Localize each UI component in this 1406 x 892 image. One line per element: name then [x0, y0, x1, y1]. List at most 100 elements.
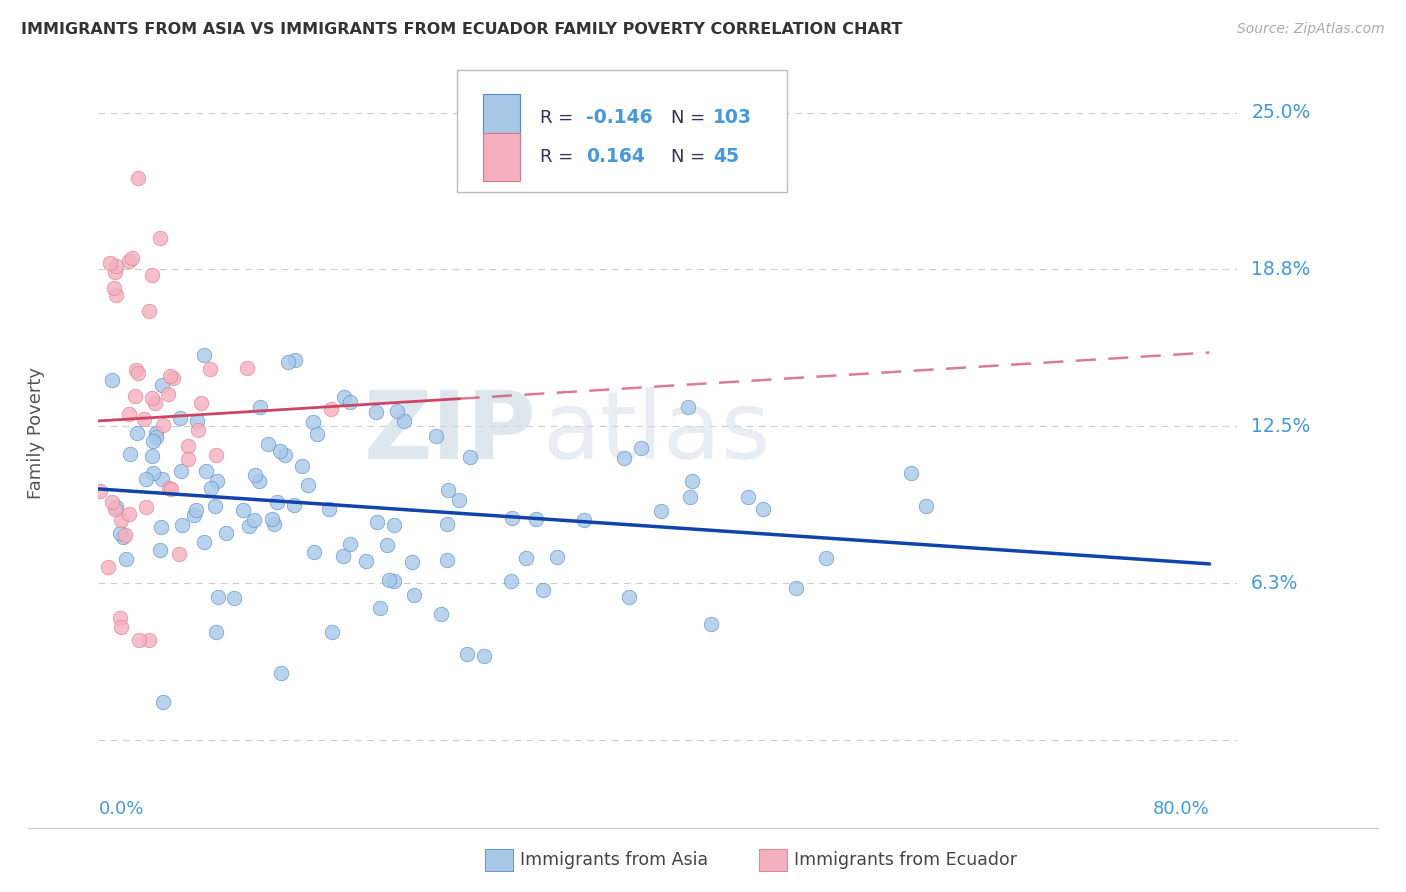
Point [142, 434, 165, 448]
Text: 0.164: 0.164 [586, 147, 645, 166]
Point [125, 363, 148, 377]
Point [458, 450, 481, 464]
Point [177, 440, 200, 454]
Point [187, 424, 209, 438]
Point [242, 513, 264, 527]
Text: -0.146: -0.146 [586, 108, 652, 127]
Point [752, 501, 775, 516]
Point [262, 512, 284, 526]
Point [141, 268, 163, 282]
Point [145, 430, 167, 444]
Point [205, 474, 228, 488]
Point [368, 601, 391, 615]
Point [257, 437, 280, 451]
Point [198, 361, 221, 376]
Point [141, 450, 163, 464]
Point [700, 616, 723, 631]
Point [366, 515, 388, 529]
Point [177, 451, 200, 466]
Text: 18.8%: 18.8% [1251, 260, 1310, 279]
Point [900, 466, 922, 480]
Point [160, 482, 183, 496]
Point [332, 390, 354, 404]
Point [546, 550, 568, 565]
Point [207, 590, 229, 604]
Point [339, 395, 361, 409]
Point [501, 510, 523, 524]
Point [524, 512, 547, 526]
Point [121, 251, 143, 265]
Point [273, 448, 295, 462]
Point [915, 499, 938, 513]
Point [681, 475, 703, 489]
Text: R =: R = [540, 109, 579, 127]
Point [186, 502, 208, 516]
Point [456, 647, 478, 661]
Point [263, 516, 285, 531]
Point [247, 474, 270, 488]
Point [104, 502, 127, 516]
Point [436, 517, 458, 532]
Text: atlas: atlas [543, 386, 770, 479]
Point [737, 490, 759, 504]
Text: Immigrants from Asia: Immigrants from Asia [520, 851, 709, 869]
Point [321, 625, 343, 640]
Point [382, 518, 405, 533]
Text: 80.0%: 80.0% [1153, 800, 1209, 818]
Point [108, 525, 131, 540]
Point [135, 472, 157, 486]
Point [145, 426, 167, 441]
Point [515, 550, 537, 565]
Point [270, 666, 292, 681]
Point [249, 401, 271, 415]
Point [815, 551, 838, 566]
Point [339, 537, 361, 551]
Point [193, 348, 215, 362]
Point [572, 513, 595, 527]
Text: 45: 45 [713, 147, 740, 166]
Point [193, 535, 215, 549]
Text: IMMIGRANTS FROM ASIA VS IMMIGRANTS FROM ECUADOR FAMILY POVERTY CORRELATION CHART: IMMIGRANTS FROM ASIA VS IMMIGRANTS FROM … [21, 22, 903, 37]
Point [284, 352, 307, 367]
Point [531, 582, 554, 597]
Point [118, 507, 141, 521]
Point [132, 411, 155, 425]
Bar [484, 133, 520, 181]
Point [118, 254, 141, 268]
Point [110, 620, 132, 634]
Point [364, 405, 387, 419]
Point [127, 366, 149, 380]
Point [679, 490, 702, 504]
Point [238, 519, 260, 533]
Point [135, 500, 157, 515]
Point [110, 610, 132, 624]
Point [266, 495, 288, 509]
Point [169, 411, 191, 425]
Text: N =: N = [671, 109, 711, 127]
Text: ZIP: ZIP [364, 386, 537, 479]
Point [619, 590, 641, 604]
Point [232, 503, 254, 517]
Point [157, 386, 180, 401]
Point [127, 170, 149, 185]
Point [302, 545, 325, 559]
Text: 25.0%: 25.0% [1251, 103, 1310, 122]
Point [141, 391, 163, 405]
Text: Source: ZipAtlas.com: Source: ZipAtlas.com [1237, 22, 1385, 37]
Point [115, 551, 138, 566]
Point [103, 281, 125, 295]
Point [127, 426, 149, 441]
Point [128, 632, 150, 647]
Point [124, 389, 146, 403]
Point [149, 520, 172, 534]
Point [215, 525, 238, 540]
Point [104, 288, 127, 302]
Point [678, 400, 700, 414]
Point [169, 547, 191, 561]
Text: Immigrants from Ecuador: Immigrants from Ecuador [794, 851, 1018, 869]
Point [429, 607, 451, 622]
Point [114, 528, 136, 542]
Point [159, 368, 181, 383]
Point [118, 407, 141, 421]
Text: 103: 103 [713, 108, 752, 127]
